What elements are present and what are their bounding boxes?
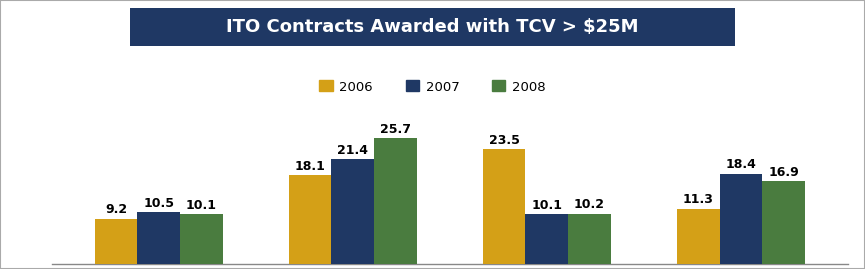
Bar xyxy=(138,213,180,264)
Bar xyxy=(526,214,568,264)
Bar xyxy=(720,174,762,264)
Bar xyxy=(94,219,138,264)
Bar xyxy=(677,208,720,264)
Text: 10.2: 10.2 xyxy=(574,199,605,211)
Bar xyxy=(289,175,331,264)
Text: 25.7: 25.7 xyxy=(380,123,411,136)
Text: 18.1: 18.1 xyxy=(295,160,325,173)
Text: 9.2: 9.2 xyxy=(105,203,127,216)
Text: 11.3: 11.3 xyxy=(682,193,714,206)
Text: 18.4: 18.4 xyxy=(726,158,756,171)
Bar xyxy=(762,181,805,264)
Bar xyxy=(180,214,222,264)
Text: 10.1: 10.1 xyxy=(531,199,562,212)
Text: 21.4: 21.4 xyxy=(337,144,368,157)
Bar xyxy=(331,159,374,264)
Legend: 2006, 2007, 2008: 2006, 2007, 2008 xyxy=(316,77,549,97)
Bar xyxy=(374,138,417,264)
Text: 16.9: 16.9 xyxy=(768,166,799,179)
Text: 10.5: 10.5 xyxy=(143,197,174,210)
Text: ITO Contracts Awarded with TCV > $25M: ITO Contracts Awarded with TCV > $25M xyxy=(227,18,638,36)
Bar xyxy=(483,149,526,264)
Text: 23.5: 23.5 xyxy=(489,134,520,147)
Text: 10.1: 10.1 xyxy=(186,199,217,212)
Bar xyxy=(568,214,611,264)
